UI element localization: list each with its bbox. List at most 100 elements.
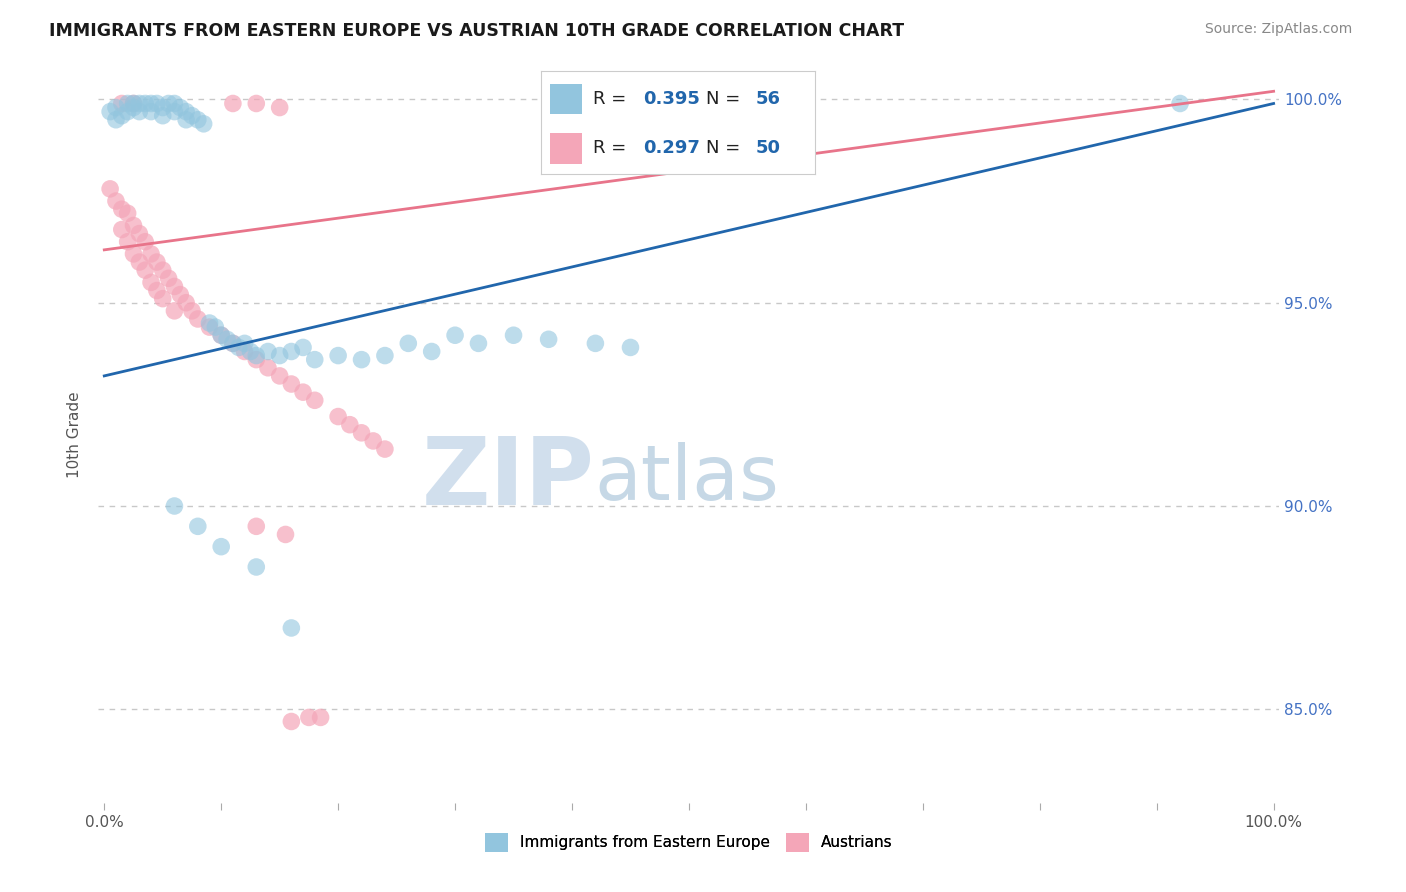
Point [222, 336, 245, 351]
Point [122, 101, 145, 115]
Text: atlas: atlas [595, 442, 779, 516]
Point [163, 279, 186, 293]
Point [257, 344, 280, 359]
Point [98, 182, 121, 196]
Point [233, 344, 256, 359]
Point [245, 519, 267, 533]
Point [163, 96, 186, 111]
Text: 56: 56 [755, 90, 780, 108]
Point [444, 328, 467, 343]
Point [209, 328, 232, 343]
Point [163, 499, 186, 513]
Point [350, 425, 373, 440]
Point [467, 336, 489, 351]
Point [619, 341, 641, 355]
Point [104, 194, 127, 208]
Text: 0.395: 0.395 [643, 90, 700, 108]
Point [174, 112, 197, 127]
Point [187, 112, 209, 127]
Point [134, 235, 156, 249]
Point [1168, 96, 1191, 111]
Point [292, 385, 315, 400]
Point [122, 96, 145, 111]
Point [537, 332, 560, 346]
Point [292, 341, 315, 355]
Point [209, 328, 232, 343]
Point [339, 417, 361, 432]
Point [233, 336, 256, 351]
Text: N =: N = [706, 90, 745, 108]
Point [104, 112, 127, 127]
Point [280, 344, 302, 359]
Point [157, 271, 180, 285]
Point [117, 206, 139, 220]
Point [146, 255, 169, 269]
Point [187, 312, 209, 326]
Point [245, 96, 267, 111]
Text: Source: ZipAtlas.com: Source: ZipAtlas.com [1205, 22, 1353, 37]
Point [361, 434, 384, 448]
Point [198, 316, 221, 330]
Point [117, 104, 139, 119]
Point [111, 109, 134, 123]
Point [222, 96, 245, 111]
Point [187, 519, 209, 533]
Point [169, 101, 191, 115]
Point [152, 263, 174, 277]
Point [169, 287, 191, 301]
Bar [550, 133, 582, 163]
Point [134, 263, 156, 277]
Point [139, 276, 162, 290]
Point [128, 227, 150, 241]
Point [117, 235, 139, 249]
Point [326, 349, 349, 363]
Point [163, 303, 186, 318]
Point [134, 96, 156, 111]
Point [117, 96, 139, 111]
Point [502, 328, 524, 343]
Point [350, 352, 373, 367]
Point [193, 117, 215, 131]
Point [280, 714, 302, 729]
Point [309, 710, 332, 724]
Point [326, 409, 349, 424]
Point [139, 247, 162, 261]
Point [181, 109, 204, 123]
Point [122, 96, 145, 111]
Point [152, 101, 174, 115]
Legend: Immigrants from Eastern Europe, Austrians: Immigrants from Eastern Europe, Austrian… [479, 827, 898, 858]
Point [245, 560, 267, 574]
Point [104, 101, 127, 115]
Point [304, 352, 326, 367]
Point [583, 336, 606, 351]
Point [122, 219, 145, 233]
Point [128, 96, 150, 111]
Point [204, 320, 226, 334]
Point [374, 442, 396, 456]
Point [269, 101, 291, 115]
Point [98, 104, 121, 119]
Text: IMMIGRANTS FROM EASTERN EUROPE VS AUSTRIAN 10TH GRADE CORRELATION CHART: IMMIGRANTS FROM EASTERN EUROPE VS AUSTRI… [49, 22, 904, 40]
Point [146, 96, 169, 111]
Point [245, 352, 267, 367]
Point [174, 104, 197, 119]
Point [228, 341, 250, 355]
Point [181, 303, 204, 318]
Point [222, 336, 245, 351]
Point [198, 320, 221, 334]
Point [152, 109, 174, 123]
Point [280, 377, 302, 392]
Point [111, 202, 134, 217]
Point [298, 710, 321, 724]
Point [139, 96, 162, 111]
Point [280, 621, 302, 635]
Text: R =: R = [593, 90, 633, 108]
Point [174, 295, 197, 310]
Point [239, 344, 262, 359]
Point [420, 344, 443, 359]
Point [269, 368, 291, 383]
Text: 0.297: 0.297 [643, 139, 700, 157]
Point [269, 349, 291, 363]
Text: 50: 50 [755, 139, 780, 157]
Point [157, 96, 180, 111]
